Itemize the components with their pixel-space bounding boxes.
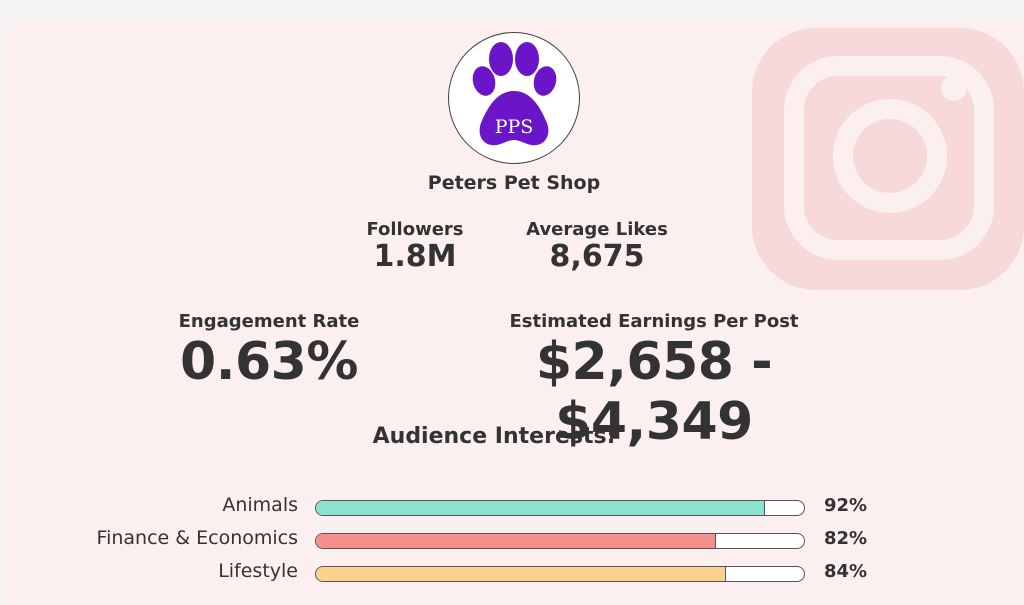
earnings-label: Estimated Earnings Per Post [509,311,799,332]
interest-bar-track [315,500,805,516]
earnings-stat: Estimated Earnings Per Post $2,658 - $4,… [444,311,864,452]
earnings-value: $2,658 - $4,349 [535,332,773,452]
engagement-rate-label: Engagement Rate [178,311,360,332]
interest-row: Finance & Economics 82% [4,525,1024,555]
interest-bar-track [315,533,805,549]
influencer-card: PPS Peters Pet Shop Followers 1.8M Avera… [4,20,1024,605]
followers-value: 1.8M [373,239,457,274]
audience-interests-heading: Audience Interests: [372,424,616,449]
interest-percent: 84% [824,561,868,582]
followers-stat: Followers 1.8M [356,219,474,274]
interest-label: Lifestyle [218,560,298,582]
instagram-icon [752,28,1024,290]
interest-row: Lifestyle 84% [4,558,1024,588]
interest-row: Animals 92% [4,492,1024,522]
interest-label: Animals [222,494,298,516]
average-likes-value: 8,675 [549,239,645,274]
interest-percent: 92% [824,495,868,516]
shop-logo: PPS [448,32,580,164]
shop-name: Peters Pet Shop [427,172,601,194]
interest-bar-track [315,566,805,582]
interest-percent: 82% [824,528,868,549]
average-likes-label: Average Likes [526,219,668,240]
interest-bar-fill [316,567,726,581]
followers-label: Followers [366,219,464,240]
interest-bar-fill [316,534,717,548]
engagement-rate-stat: Engagement Rate 0.63% [164,311,374,392]
logo-text: PPS [495,116,534,138]
interest-label: Finance & Economics [96,527,298,549]
engagement-rate-value: 0.63% [180,332,358,392]
interest-bar-fill [316,501,765,515]
average-likes-stat: Average Likes 8,675 [512,219,682,274]
paw-icon: PPS [472,42,557,146]
